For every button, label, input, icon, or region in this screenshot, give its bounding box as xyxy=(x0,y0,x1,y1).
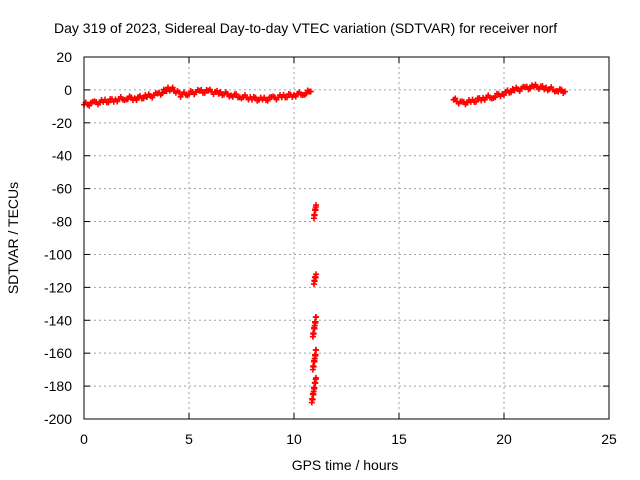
data-point xyxy=(214,87,220,94)
data-point xyxy=(140,95,147,102)
data-point xyxy=(307,88,314,95)
x-tick-label: 20 xyxy=(496,431,512,447)
y-tick-label: -140 xyxy=(44,312,72,328)
y-tick-label: 0 xyxy=(64,82,72,98)
grid xyxy=(84,57,609,419)
x-axis-ticks: 0 5 10 15 20 25 xyxy=(80,57,617,447)
y-tick-label: -80 xyxy=(52,214,72,230)
data-point xyxy=(492,94,499,101)
data-point xyxy=(169,84,176,91)
data-point xyxy=(252,94,259,101)
y-tick-label: -40 xyxy=(52,148,72,164)
data-points xyxy=(81,81,568,406)
data-point xyxy=(501,92,507,99)
plot-frame xyxy=(83,56,610,420)
data-point xyxy=(313,313,320,320)
y-tick-label: -120 xyxy=(44,279,72,295)
data-point xyxy=(217,88,224,95)
data-point xyxy=(233,91,240,98)
data-point xyxy=(284,94,290,101)
y-tick-label: -180 xyxy=(44,378,72,394)
x-tick-label: 10 xyxy=(286,431,302,447)
data-point xyxy=(313,346,320,353)
data-point xyxy=(558,86,565,93)
x-tick-label: 25 xyxy=(601,431,617,447)
data-point xyxy=(105,99,112,106)
data-point xyxy=(539,83,546,90)
x-tick-label: 5 xyxy=(185,431,193,447)
data-point xyxy=(313,271,320,278)
y-tick-label: -200 xyxy=(44,411,72,427)
data-point xyxy=(86,102,93,109)
y-tick-label: 20 xyxy=(56,49,72,65)
data-point xyxy=(313,374,320,381)
data-point xyxy=(473,98,479,105)
data-point xyxy=(186,91,192,98)
data-point xyxy=(452,95,459,102)
y-tick-label: -60 xyxy=(52,181,72,197)
x-tick-label: 15 xyxy=(391,431,407,447)
chart-title: Day 319 of 2023, Sidereal Day-to-day VTE… xyxy=(54,20,557,36)
y-tick-label: -160 xyxy=(44,345,72,361)
y-axis-ticks: 20 0 -20 -40 -60 -80 -100 -120 -140 -160 -180 -200 xyxy=(44,49,609,427)
data-point xyxy=(527,85,534,92)
data-point xyxy=(313,202,320,209)
x-axis-title: GPS time / hours xyxy=(292,457,399,473)
x-tick-label: 0 xyxy=(80,431,88,447)
data-point xyxy=(561,88,568,95)
y-tick-label: -20 xyxy=(52,115,72,131)
y-tick-label: -100 xyxy=(44,246,72,262)
y-axis-title: SDTVAR / TECUs xyxy=(5,182,21,294)
data-point xyxy=(264,97,271,104)
data-point xyxy=(508,89,514,96)
data-point xyxy=(303,90,310,97)
